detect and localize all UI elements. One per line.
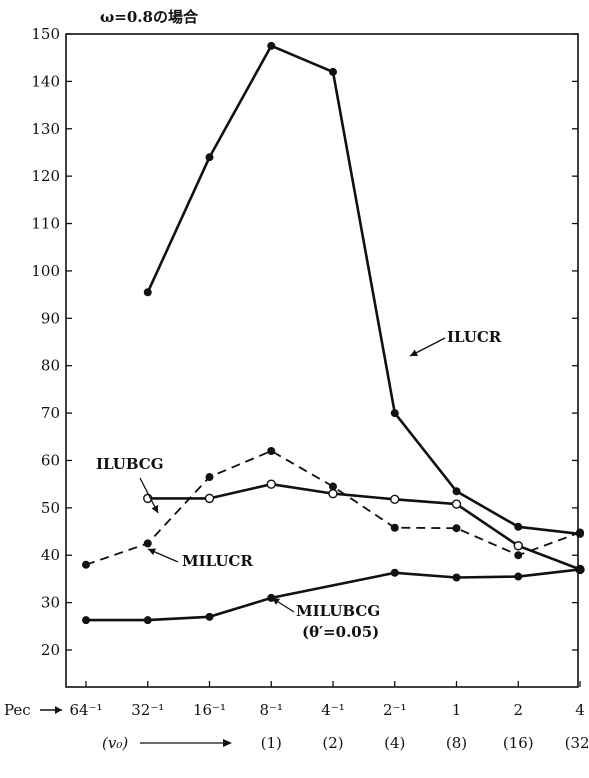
data-point-open bbox=[451, 499, 462, 509]
data-point bbox=[514, 572, 523, 581]
x-secondary-tick-label: (1) bbox=[261, 734, 282, 752]
data-point-open bbox=[266, 479, 276, 489]
data-point bbox=[514, 551, 523, 560]
data-point bbox=[205, 473, 214, 482]
x-tick-label: 4⁻¹ bbox=[321, 701, 344, 719]
x-secondary-axis-label: (v₀) bbox=[102, 734, 128, 752]
data-point bbox=[390, 568, 399, 577]
label-milubcg: MILUBCG bbox=[296, 602, 380, 620]
data-point bbox=[82, 616, 90, 625]
x-secondary-tick-label: (32) bbox=[565, 734, 589, 752]
label-milubcg-note: (θ′=0.05) bbox=[302, 623, 379, 641]
data-point bbox=[390, 409, 399, 418]
label-ilubcg: ILUBCG bbox=[96, 455, 164, 473]
x-tick-label: 8⁻¹ bbox=[260, 701, 283, 719]
data-point bbox=[143, 539, 152, 548]
leader-milucr-head bbox=[148, 548, 156, 556]
data-point bbox=[576, 528, 584, 537]
y-tick-label: 20 bbox=[41, 641, 60, 659]
x-secondary-arrowhead bbox=[223, 739, 232, 747]
plot-frame bbox=[65, 33, 579, 688]
x-tick-label: 64⁻¹ bbox=[69, 701, 102, 719]
series-ilucr bbox=[143, 41, 584, 538]
x-tick-label: 32⁻¹ bbox=[131, 701, 164, 719]
y-tick-label: 120 bbox=[31, 167, 60, 185]
data-point bbox=[452, 573, 461, 582]
x-secondary-tick-label: (16) bbox=[503, 734, 534, 752]
x-secondary-tick-label: (4) bbox=[384, 734, 405, 752]
data-point bbox=[143, 616, 152, 625]
data-point-open bbox=[390, 494, 400, 505]
y-tick-label: 50 bbox=[41, 499, 60, 517]
x-tick-label: 2 bbox=[513, 701, 523, 719]
data-point bbox=[514, 522, 523, 531]
x-axis-arrowhead bbox=[55, 706, 62, 714]
series-line-milubcg bbox=[86, 568, 581, 622]
data-point bbox=[329, 67, 337, 76]
y-tick-label: 90 bbox=[41, 309, 60, 327]
series-layer bbox=[82, 41, 585, 625]
y-tick-label: 70 bbox=[41, 404, 60, 422]
leader-ilubcg-head bbox=[151, 505, 158, 513]
x-axis-label: Pec bbox=[4, 701, 31, 719]
y-tick-label: 40 bbox=[41, 546, 60, 564]
y-tick-label: 150 bbox=[31, 25, 60, 43]
x-secondary-tick-label: (2) bbox=[322, 734, 343, 752]
series-line-milucr bbox=[85, 450, 581, 566]
y-tick-label: 100 bbox=[31, 262, 60, 280]
x-axis: 64⁻¹ 32⁻¹ 16⁻¹ 8⁻¹ (1) 4⁻¹ (2) 2⁻¹ (4) 1 (8) 2 (16) 4… bbox=[4, 681, 589, 752]
data-point bbox=[329, 482, 337, 491]
data-point bbox=[576, 565, 584, 574]
y-tick-label: 140 bbox=[31, 72, 60, 90]
y-tick-label: 60 bbox=[41, 451, 60, 469]
leader-ilucr-head bbox=[410, 349, 418, 356]
label-milucr: MILUCR bbox=[182, 552, 253, 570]
data-point bbox=[82, 560, 90, 569]
data-point bbox=[390, 523, 399, 532]
annotations: ILUCR ILUBCG MILUCR MILUBCG (θ′=0.05) bbox=[96, 328, 502, 641]
y-tick-label: 30 bbox=[41, 594, 60, 612]
label-ilucr: ILUCR bbox=[447, 328, 502, 346]
series-line-ilubcg bbox=[147, 482, 581, 571]
data-point bbox=[452, 487, 461, 496]
x-tick-label: 16⁻¹ bbox=[193, 701, 226, 719]
x-tick-label: 2⁻¹ bbox=[383, 701, 406, 719]
data-point-open bbox=[513, 541, 523, 551]
chart-title: ω=0.8の場合 bbox=[100, 8, 199, 26]
y-tick-label: 130 bbox=[31, 120, 60, 138]
data-point bbox=[267, 446, 276, 455]
data-point bbox=[452, 524, 461, 533]
series-line-ilucr bbox=[146, 44, 581, 536]
series-milucr bbox=[82, 446, 584, 569]
x-tick-label: 1 bbox=[452, 701, 462, 719]
data-point bbox=[205, 612, 214, 621]
x-secondary-tick-label: (8) bbox=[446, 734, 467, 752]
data-point bbox=[205, 153, 214, 162]
data-point-open bbox=[328, 488, 338, 499]
y-axis: 20 30 40 50 60 70 80 90 100 110 120 130 140 150 bbox=[31, 25, 578, 659]
x-tick-label: 4 bbox=[575, 701, 585, 719]
data-point bbox=[267, 41, 276, 50]
data-point-open bbox=[204, 493, 215, 504]
y-tick-label: 80 bbox=[41, 357, 60, 375]
data-point bbox=[143, 288, 152, 297]
y-tick-label: 110 bbox=[31, 215, 60, 233]
leader-milubcg-head bbox=[272, 598, 280, 605]
